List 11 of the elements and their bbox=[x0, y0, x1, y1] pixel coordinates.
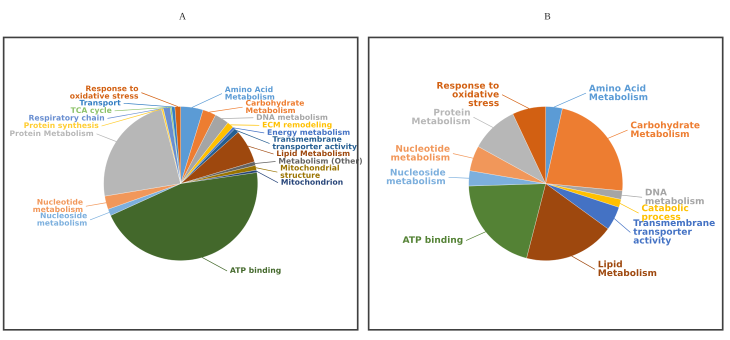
slice-label: Nucleotide metabolism bbox=[391, 144, 450, 161]
slice-label: DNA metabolism bbox=[646, 188, 704, 204]
chart-title: B bbox=[544, 12, 550, 20]
slice-label: ATP binding bbox=[402, 236, 462, 245]
slice-label: Protein Metabolism bbox=[412, 108, 470, 124]
slice-label: Carbohydrate Metabolism bbox=[630, 121, 700, 138]
slice-label: Nucleoside metabolism bbox=[386, 168, 446, 184]
slice-label: Response to oxidative stress bbox=[437, 82, 499, 106]
slice-label: Amino Acid Metabolism bbox=[588, 84, 648, 100]
chart-title: A bbox=[179, 12, 186, 20]
slice-label: Lipid Metabolism bbox=[598, 260, 656, 276]
